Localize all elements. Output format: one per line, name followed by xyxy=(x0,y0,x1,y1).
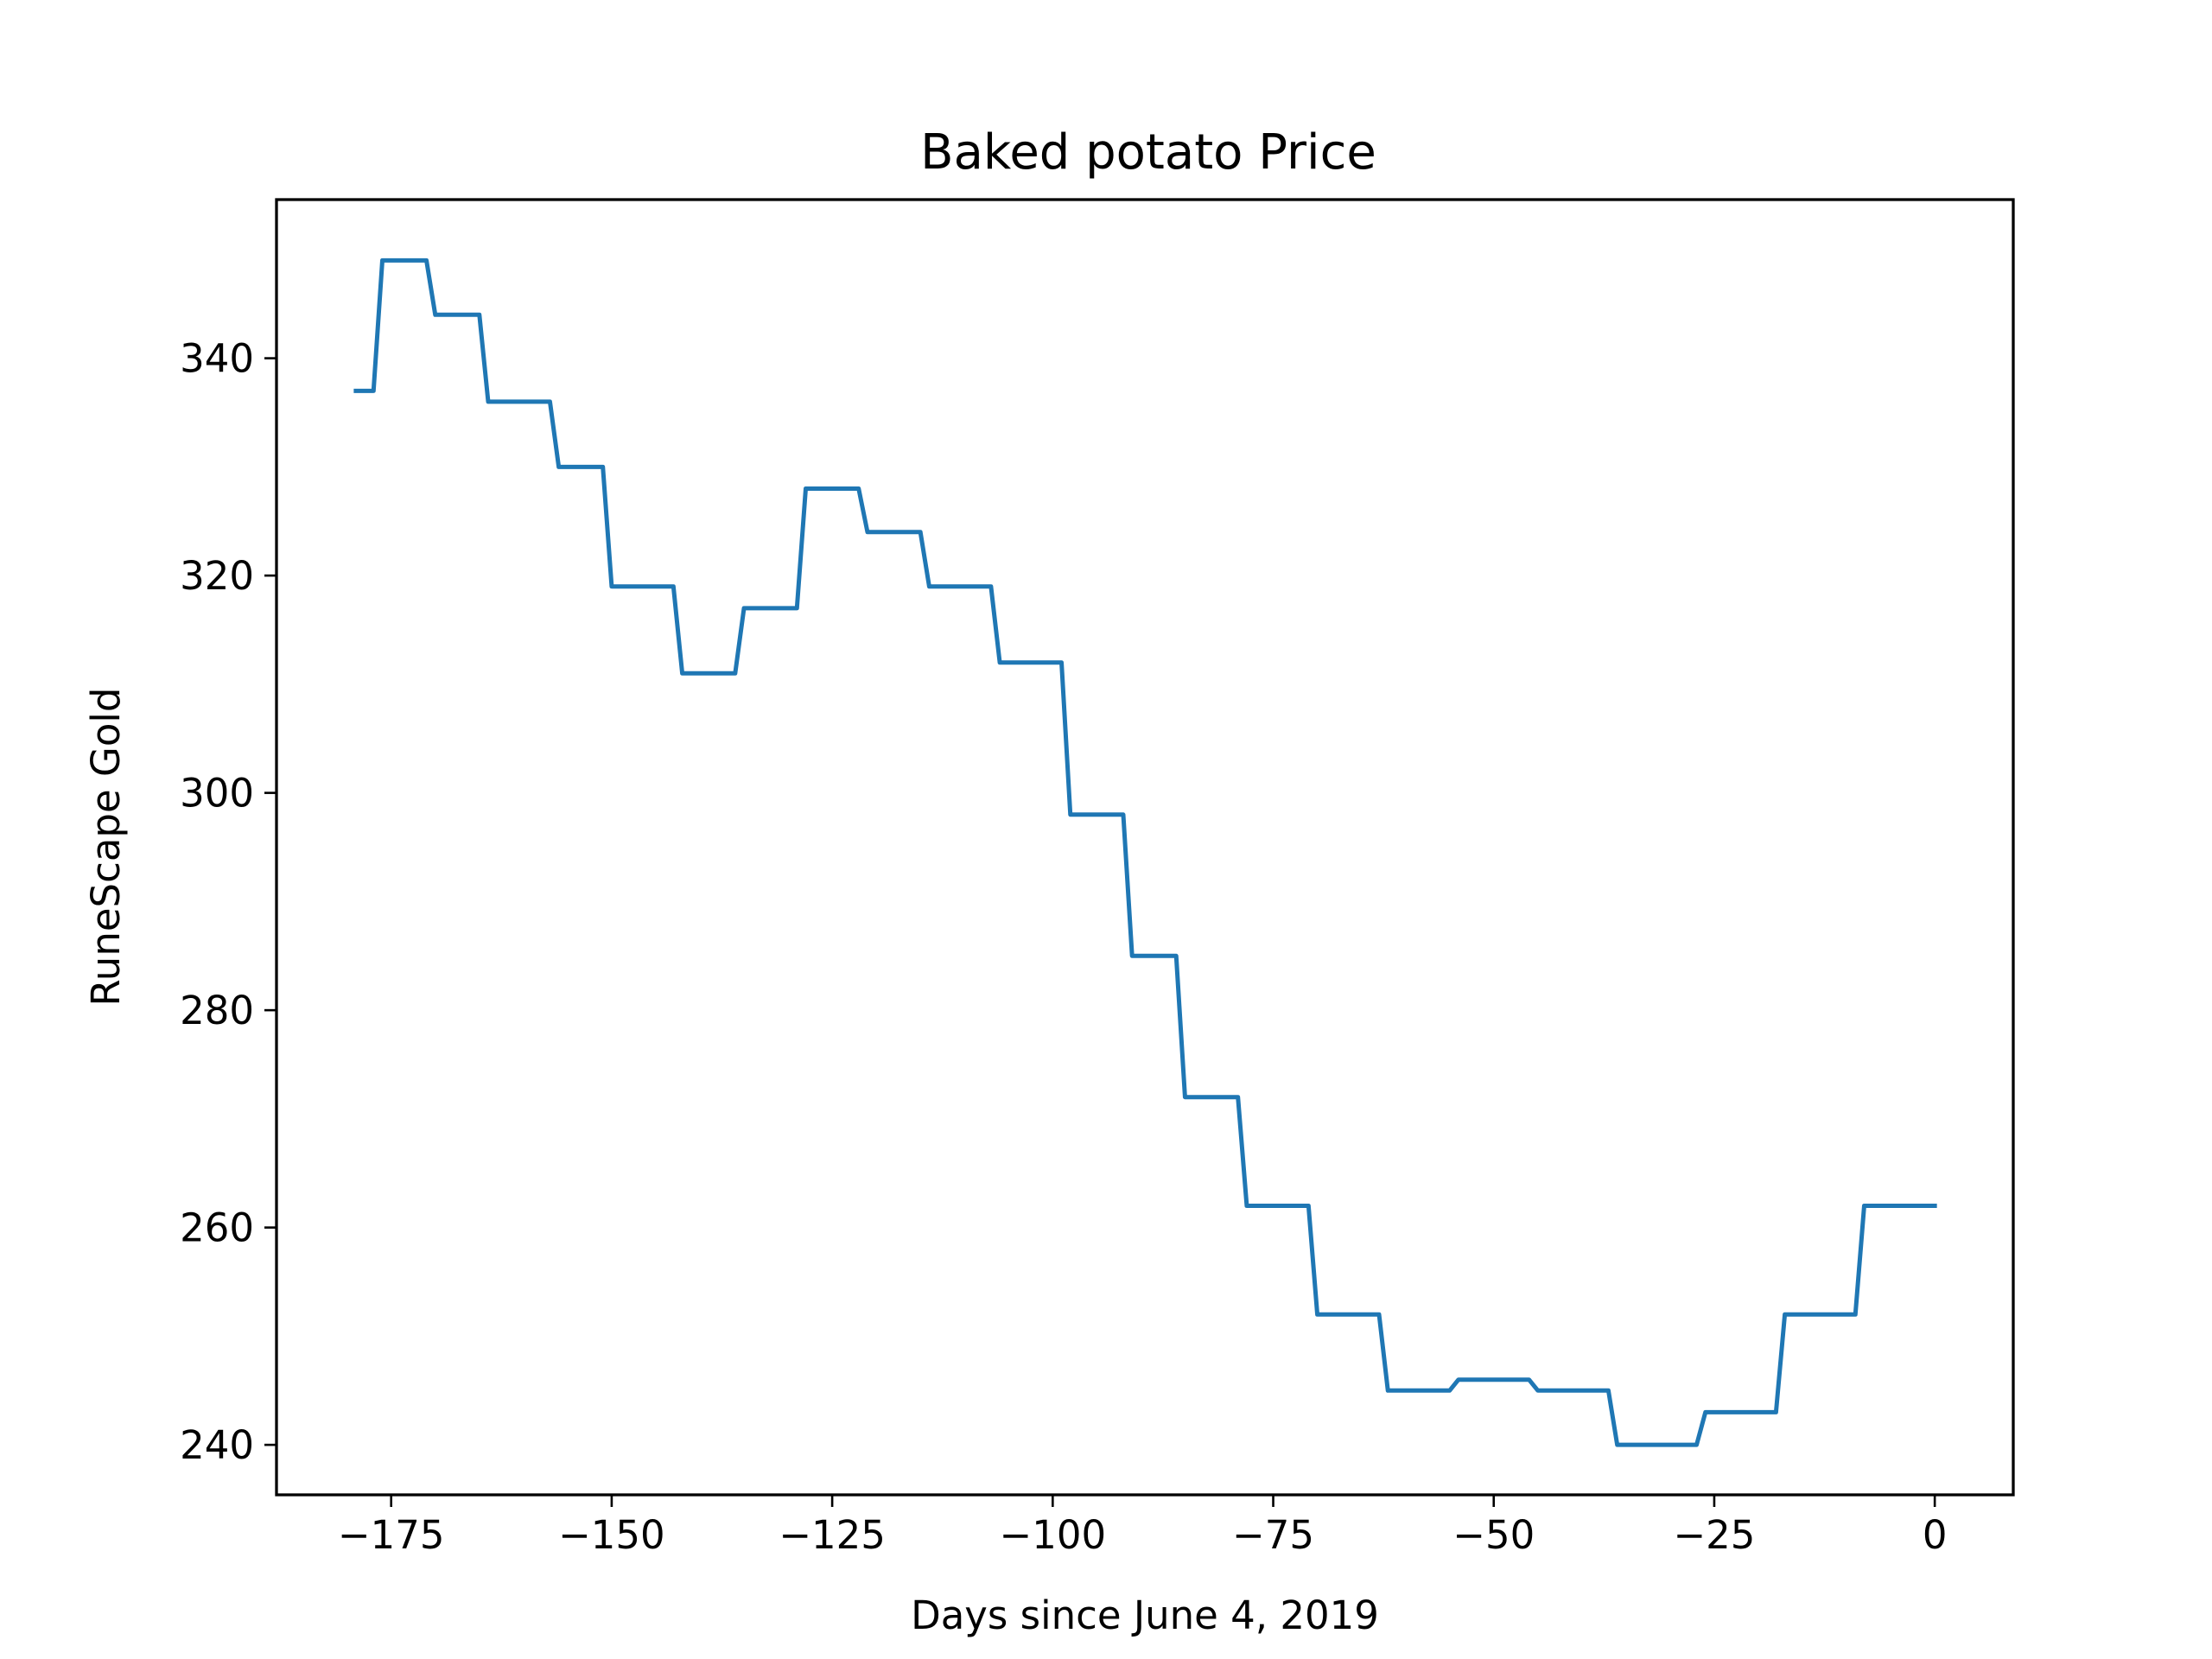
y-tick-label: 240 xyxy=(180,1422,254,1468)
x-tick-label: −125 xyxy=(779,1512,886,1558)
series-layer xyxy=(353,257,1937,1447)
x-tick-label: −25 xyxy=(1673,1512,1755,1558)
x-tick-label: −75 xyxy=(1232,1512,1314,1558)
y-tick-label: 320 xyxy=(180,553,254,599)
x-axis-label: Days since June 4, 2019 xyxy=(911,1592,1379,1638)
y-axis-ticks: 240 260 280 300 320 340 xyxy=(180,336,276,1468)
axes-frame xyxy=(275,198,2015,1497)
y-tick-label: 340 xyxy=(180,336,254,382)
chart-title: Baked potato Price xyxy=(920,124,1376,181)
plot-area: −175 −150 −125 −100 −75 −50 −25 0 240 260 280 300 3… xyxy=(180,198,2015,1558)
y-tick-label: 280 xyxy=(180,988,254,1033)
x-tick-label: −100 xyxy=(1000,1512,1107,1558)
series-line-0 xyxy=(353,257,1937,1447)
y-tick-label: 300 xyxy=(180,771,254,817)
x-axis-ticks: −175 −150 −125 −100 −75 −50 −25 0 xyxy=(338,1495,1948,1558)
y-axis-label: RuneScape Gold xyxy=(83,688,129,1007)
y-tick-label: 260 xyxy=(180,1205,254,1251)
x-tick-label: −150 xyxy=(558,1512,665,1558)
x-tick-label: −175 xyxy=(338,1512,445,1558)
x-tick-label: −50 xyxy=(1452,1512,1535,1558)
x-tick-label: 0 xyxy=(1923,1512,1948,1558)
